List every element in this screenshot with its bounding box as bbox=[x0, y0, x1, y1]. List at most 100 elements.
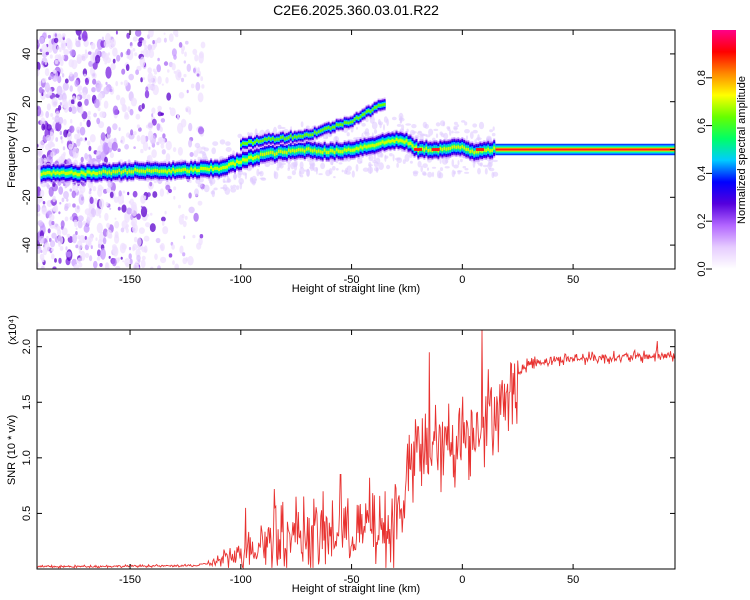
heatmap-noise-cell bbox=[123, 79, 129, 87]
heatmap-noise-cell bbox=[59, 246, 64, 251]
heatmap-noise-cell bbox=[109, 152, 114, 159]
heatmap-noise-cell bbox=[110, 63, 116, 71]
heatmap-noise-cell bbox=[488, 167, 495, 172]
heatmap-signal-cell bbox=[309, 148, 312, 152]
heatmap-noise-cell bbox=[109, 191, 114, 198]
heatmap-noise-cell bbox=[167, 69, 170, 73]
heatmap-noise-cell bbox=[192, 48, 198, 56]
heatmap-noise-cell bbox=[77, 215, 84, 222]
heatmap-noise-cell bbox=[50, 113, 54, 117]
heatmap-noise-cell bbox=[101, 186, 104, 191]
heatmap-noise-cell bbox=[75, 189, 78, 193]
heatmap-noise-cell bbox=[74, 133, 78, 140]
heatmap-noise-cell bbox=[60, 226, 64, 230]
heatmap-signal-cell bbox=[477, 150, 480, 154]
heatmap-noise-cell bbox=[107, 52, 111, 56]
heatmap-noise-cell bbox=[391, 116, 397, 121]
heatmap-noise-cell bbox=[420, 165, 424, 173]
heatmap-noise-cell bbox=[333, 176, 336, 179]
heatmap-signal-cell bbox=[447, 147, 450, 151]
heatmap-noise-cell bbox=[148, 49, 155, 59]
heatmap-noise-cell bbox=[460, 158, 463, 163]
heatmap-noise-cell bbox=[163, 32, 166, 35]
heatmap-signal-cell bbox=[140, 169, 143, 173]
heatmap-noise-cell bbox=[242, 172, 247, 176]
heatmap-noise-cell bbox=[164, 210, 167, 215]
heatmap-signal-cell bbox=[212, 167, 215, 171]
heatmap-noise-cell bbox=[484, 168, 488, 175]
heatmap-signal-cell bbox=[246, 158, 248, 162]
heatmap-signal-cell bbox=[373, 144, 376, 148]
heatmap-noise-cell bbox=[141, 103, 145, 110]
heatmap-noise-cell bbox=[147, 122, 153, 128]
heatmap-noise-cell bbox=[457, 160, 460, 166]
heatmap-signal-cell bbox=[230, 162, 232, 166]
heatmap-signal-cell bbox=[297, 134, 300, 138]
heatmap-signal-cell bbox=[214, 166, 217, 170]
heatmap-signal-cell bbox=[377, 103, 380, 107]
heatmap-signal-cell bbox=[287, 148, 290, 152]
heatmap-noise-cell bbox=[126, 55, 130, 59]
heatmap-noise-cell bbox=[491, 171, 495, 179]
y-tick-label: 0.5 bbox=[21, 506, 33, 521]
heatmap-noise-cell bbox=[477, 167, 481, 175]
heatmap-noise-cell bbox=[114, 220, 120, 229]
heatmap-signal-cell bbox=[309, 133, 312, 137]
heatmap-noise-cell bbox=[136, 124, 140, 129]
heatmap-noise-cell bbox=[237, 171, 242, 179]
heatmap-noise-cell bbox=[63, 118, 67, 126]
heatmap-signal-cell bbox=[301, 135, 304, 138]
heatmap-noise-cell bbox=[127, 106, 131, 113]
heatmap-signal-cell bbox=[146, 168, 149, 172]
heatmap-noise-cell bbox=[52, 143, 55, 147]
heatmap-noise-cell bbox=[152, 84, 159, 96]
heatmap-noise-cell bbox=[112, 123, 118, 131]
heatmap-noise-cell bbox=[331, 166, 336, 171]
heatmap-signal-cell bbox=[94, 172, 97, 176]
heatmap-noise-cell bbox=[66, 198, 69, 202]
heatmap-noise-cell bbox=[186, 89, 189, 94]
heatmap-noise-cell bbox=[181, 213, 185, 219]
heatmap-noise-cell bbox=[364, 128, 370, 135]
heatmap-noise-cell bbox=[130, 220, 134, 226]
heatmap-noise-cell bbox=[93, 260, 98, 269]
heatmap-signal-cell bbox=[319, 150, 322, 154]
heatmap-signal-cell bbox=[333, 150, 336, 154]
heatmap-noise-cell bbox=[120, 227, 125, 233]
heatmap-noise-cell bbox=[276, 166, 280, 171]
heatmap-noise-cell bbox=[183, 60, 186, 64]
heatmap-signal-cell bbox=[421, 147, 424, 151]
heatmap-noise-cell bbox=[59, 130, 62, 136]
heatmap-noise-cell bbox=[401, 124, 405, 131]
heatmap-noise-cell bbox=[47, 228, 51, 234]
heatmap-noise-cell bbox=[169, 107, 176, 117]
heatmap-noise-cell bbox=[368, 161, 372, 168]
heatmap-noise-cell bbox=[88, 51, 92, 55]
heatmap-noise-cell bbox=[44, 82, 51, 93]
heatmap-noise-cell bbox=[126, 32, 131, 39]
heatmap-noise-cell bbox=[73, 219, 78, 225]
heatmap-noise-cell bbox=[95, 54, 101, 64]
heatmap-noise-cell bbox=[56, 85, 63, 96]
heatmap-signal-cell bbox=[164, 169, 167, 173]
heatmap-noise-cell bbox=[62, 82, 69, 91]
heatmap-noise-cell bbox=[188, 139, 193, 148]
heatmap-noise-cell bbox=[399, 121, 402, 124]
heatmap-noise-cell bbox=[453, 127, 458, 130]
heatmap-signal-cell bbox=[327, 126, 330, 129]
heatmap-noise-cell bbox=[161, 149, 166, 155]
heatmap-noise-cell bbox=[97, 187, 103, 197]
heatmap-noise-cell bbox=[52, 195, 56, 203]
heatmap-noise-cell bbox=[88, 190, 92, 195]
heatmap-signal-cell bbox=[279, 149, 282, 153]
heatmap-signal-cell bbox=[467, 148, 470, 152]
heatmap-signal-cell bbox=[299, 148, 302, 152]
heatmap-signal-layer bbox=[40, 97, 675, 185]
heatmap-noise-cell bbox=[141, 255, 146, 261]
heatmap-signal-cell bbox=[148, 168, 151, 172]
heatmap-signal-cell bbox=[66, 171, 69, 175]
heatmap-signal-cell bbox=[126, 171, 129, 175]
heatmap-noise-cell bbox=[84, 152, 88, 160]
heatmap-noise-cell bbox=[172, 260, 175, 265]
heatmap-noise-cell bbox=[386, 164, 391, 170]
